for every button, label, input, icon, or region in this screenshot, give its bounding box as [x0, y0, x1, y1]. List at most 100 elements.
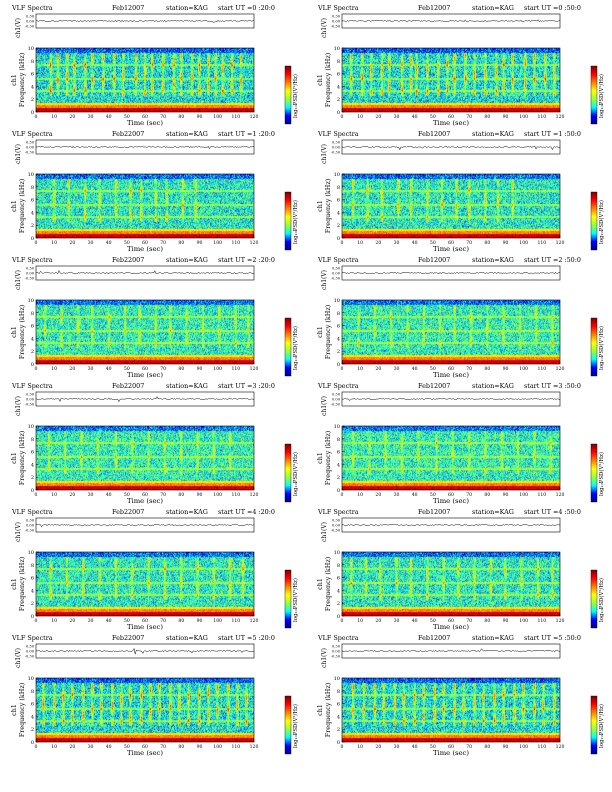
amplitude-tick-label: 0.30: [332, 141, 341, 145]
amplitude-frame: [35, 643, 255, 659]
amplitude-axis-label: ch1(V): [321, 396, 328, 416]
y-tick-label: 8: [31, 185, 34, 191]
x-tick-label: 30: [88, 492, 94, 498]
x-tick-label: 30: [88, 114, 94, 120]
x-tick-label: 60: [142, 492, 148, 498]
x-tick-label: 90: [503, 114, 509, 120]
x-tick-label: 50: [430, 492, 436, 498]
spectrogram-chart: VLF Spectra Feb22007 station=KAG start UT =…: [10, 130, 299, 253]
spectrogram-chart: VLF Spectra Feb22007 station=KAG start UT =…: [10, 256, 299, 379]
y-tick-label: 4: [31, 588, 34, 594]
y-axis-label: Frequency (kHz): [324, 53, 332, 107]
amplitude-trace: [341, 523, 561, 527]
x-tick-label: 70: [466, 114, 472, 120]
colorbar: [590, 569, 598, 629]
y-tick-label: 10: [334, 424, 340, 430]
y-tick-label: 2: [31, 475, 34, 481]
amplitude-tick-label: 0.00: [26, 272, 35, 276]
colorbar: [284, 695, 292, 755]
x-tick-label: 50: [124, 114, 130, 120]
x-tick-label: 100: [213, 744, 222, 750]
amplitude-frame: [341, 643, 561, 659]
x-tick-label: 110: [231, 114, 240, 120]
panel-date: Feb22007: [112, 634, 144, 642]
panel-station: station=KAG: [166, 382, 208, 390]
x-tick-label: 80: [178, 366, 184, 372]
panel-title: VLF Spectra: [11, 508, 53, 516]
x-tick-label: 100: [519, 114, 528, 120]
y-tick-label: 6: [31, 450, 34, 456]
y-tick-label: 2: [337, 349, 340, 355]
amplitude-trace: [35, 145, 255, 150]
spectrogram-chart: VLF Spectra Feb12007 station=KAG start UT =…: [316, 130, 605, 253]
spectrogram-image: [342, 678, 560, 742]
y-tick-label: 0: [337, 614, 340, 620]
x-tick-label: 0: [35, 114, 38, 120]
x-tick-label: 40: [412, 618, 418, 624]
x-tick-label: 20: [69, 618, 75, 624]
amplitude-trace: [341, 648, 561, 653]
y-tick-label: 2: [31, 349, 34, 355]
x-tick-label: 0: [35, 492, 38, 498]
spectrogram-chart: VLF Spectra Feb22007 station=KAG start UT =…: [10, 382, 299, 505]
y-tick-label: 4: [337, 714, 340, 720]
x-tick-label: 40: [412, 492, 418, 498]
x-tick-label: 30: [88, 366, 94, 372]
spectrogram-panel: VLF Spectra Feb12007 station=KAG start UT =…: [306, 128, 612, 258]
panel-start-time: start UT =2 :20:0: [218, 256, 275, 264]
x-tick-label: 120: [250, 492, 259, 498]
x-tick-label: 120: [556, 744, 565, 750]
x-tick-label: 90: [197, 744, 203, 750]
amplitude-tick-label: -0.30: [331, 25, 341, 29]
colorbar-label: log₁₀PSD(V²/Hz): [292, 326, 299, 370]
y-axis-label: Frequency (kHz): [324, 431, 332, 485]
x-tick-label: 60: [448, 618, 454, 624]
amplitude-trace: [35, 396, 255, 403]
x-tick-label: 110: [537, 366, 546, 372]
amplitude-frame: [35, 13, 255, 29]
y-tick-label: 6: [31, 72, 34, 78]
panel-date: Feb12007: [418, 4, 450, 12]
colorbar: [284, 443, 292, 503]
panel-start-time: start UT =4 :50:0: [524, 508, 581, 516]
channel-label: ch1: [316, 326, 324, 338]
x-axis-label: Time (sec): [127, 497, 163, 505]
x-tick-label: 70: [160, 366, 166, 372]
amplitude-axis-label: ch1(V): [321, 522, 328, 542]
panel-start-time: start UT =3 :50:0: [524, 382, 581, 390]
spectrogram-panel: VLF Spectra Feb12007 station=KAG start UT =…: [306, 632, 612, 762]
amplitude-tick-label: -0.30: [25, 529, 35, 533]
y-tick-label: 8: [337, 311, 340, 317]
x-tick-label: 40: [106, 492, 112, 498]
y-tick-label: 4: [337, 462, 340, 468]
panel-date: Feb12007: [418, 130, 450, 138]
amplitude-axis-label: ch1(V): [15, 648, 22, 668]
x-tick-label: 90: [197, 492, 203, 498]
amplitude-tick-label: 0.00: [332, 524, 341, 528]
panel-station: station=KAG: [472, 130, 514, 138]
panel-date: Feb12007: [418, 382, 450, 390]
channel-label: ch1: [316, 452, 324, 464]
x-tick-label: 50: [430, 744, 436, 750]
amplitude-tick-label: 0.00: [332, 272, 341, 276]
amplitude-trace: [35, 269, 255, 275]
x-tick-label: 70: [466, 240, 472, 246]
x-tick-label: 70: [466, 618, 472, 624]
colorbar-label: log₁₀PSD(V²/Hz): [292, 704, 299, 748]
amplitude-tick-label: 0.00: [26, 398, 35, 402]
y-tick-label: 6: [31, 198, 34, 204]
x-tick-label: 30: [88, 744, 94, 750]
spectrogram-panel: VLF Spectra Feb22007 station=KAG start UT =…: [0, 380, 306, 510]
spectrogram-chart: VLF Spectra Feb22007 station=KAG start UT =…: [10, 508, 299, 631]
x-tick-label: 80: [484, 240, 490, 246]
x-tick-label: 120: [556, 492, 565, 498]
amplitude-tick-label: -0.30: [331, 277, 341, 281]
colorbar: [284, 191, 292, 251]
y-axis-label: Frequency (kHz): [18, 305, 26, 359]
x-tick-label: 30: [394, 618, 400, 624]
y-tick-label: 8: [337, 689, 340, 695]
y-tick-label: 10: [334, 676, 340, 682]
spectrogram-chart: VLF Spectra Feb12007 station=KAG start UT =…: [316, 256, 605, 379]
panel-start-time: start UT =2 :50:0: [524, 256, 581, 264]
x-tick-label: 90: [503, 240, 509, 246]
